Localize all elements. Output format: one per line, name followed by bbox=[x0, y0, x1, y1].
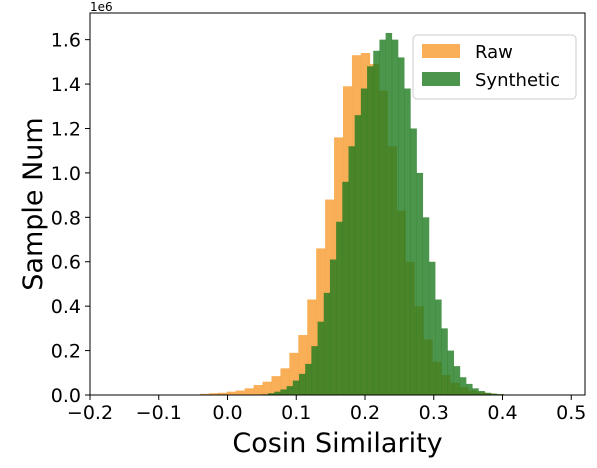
raw-bar bbox=[253, 385, 263, 395]
synthetic-bar bbox=[416, 172, 424, 395]
x-tick-label: 0.3 bbox=[419, 402, 449, 424]
y-axis-ticks: 0.0 0.2 0.4 0.6 0.8 1.0 1.2 1.4 1.6 bbox=[51, 30, 90, 407]
raw-bar bbox=[262, 381, 272, 395]
y-tick-label: 1.4 bbox=[51, 74, 81, 96]
synthetic-bar bbox=[299, 373, 306, 395]
synthetic-bar bbox=[336, 221, 343, 395]
synthetic-bar bbox=[292, 380, 300, 395]
synthetic-bar bbox=[391, 39, 399, 396]
raw-bar bbox=[235, 390, 245, 395]
synthetic-bar bbox=[435, 299, 442, 395]
legend-label-raw: Raw bbox=[475, 42, 513, 63]
legend: Raw Synthetic bbox=[412, 34, 577, 100]
raw-bar bbox=[280, 368, 290, 395]
synthetic-bar bbox=[472, 388, 479, 395]
synthetic-bar bbox=[453, 366, 461, 395]
axes-frame bbox=[89, 12, 586, 396]
synthetic-bar bbox=[311, 346, 318, 395]
synthetic-bar bbox=[354, 115, 362, 396]
synthetic-bar bbox=[447, 350, 454, 395]
raw-bar bbox=[244, 388, 254, 395]
x-tick-label: 0.0 bbox=[212, 402, 242, 424]
x-axis-label: Cosin Similarity bbox=[232, 428, 442, 459]
y-tick-label: 1.2 bbox=[51, 118, 81, 140]
synthetic-bar bbox=[286, 386, 294, 395]
x-tick-label: 0.1 bbox=[281, 402, 311, 424]
synthetic-bar bbox=[348, 146, 355, 395]
synthetic-bar bbox=[422, 217, 430, 395]
synthetic-bar bbox=[317, 321, 325, 395]
x-tick-label: 0.4 bbox=[487, 402, 517, 424]
x-tick-label: 0.2 bbox=[350, 402, 380, 424]
raw-bar bbox=[289, 352, 299, 395]
y-tick-label: 0.8 bbox=[51, 207, 81, 229]
synthetic-series-bars bbox=[261, 32, 510, 396]
y-tick-label: 0.4 bbox=[51, 296, 81, 318]
synthetic-bar bbox=[404, 88, 411, 395]
synthetic-bar bbox=[268, 393, 275, 395]
legend-swatch-raw bbox=[422, 44, 460, 58]
synthetic-bar bbox=[329, 259, 337, 395]
x-tick-label: −0.1 bbox=[136, 402, 182, 424]
raw-bar bbox=[226, 391, 237, 395]
raw-bar bbox=[200, 393, 210, 395]
synthetic-bar bbox=[459, 377, 467, 395]
synthetic-bar bbox=[342, 181, 349, 395]
raw-bar bbox=[208, 393, 219, 395]
synthetic-bar bbox=[484, 392, 492, 395]
x-tick-label: 0.5 bbox=[556, 402, 586, 424]
synthetic-bar bbox=[490, 393, 498, 395]
y-tick-label: 0.0 bbox=[51, 385, 81, 407]
synthetic-bar bbox=[379, 39, 386, 396]
raw-bar bbox=[217, 392, 228, 395]
legend-label-synthetic: Synthetic bbox=[475, 70, 560, 91]
synthetic-bar bbox=[373, 50, 380, 396]
synthetic-bar bbox=[305, 363, 312, 395]
y-axis-offset-label: 1e6 bbox=[90, 0, 113, 14]
raw-bar bbox=[298, 335, 308, 395]
x-tick-label: −0.2 bbox=[67, 402, 113, 424]
x-axis-ticks: −0.2 −0.1 0.0 0.1 0.2 0.3 0.4 0.5 bbox=[67, 395, 586, 424]
synthetic-bar bbox=[385, 32, 393, 395]
synthetic-bar bbox=[367, 66, 374, 396]
synthetic-bar bbox=[323, 292, 331, 395]
synthetic-bar bbox=[478, 391, 485, 395]
y-tick-label: 0.2 bbox=[51, 341, 81, 363]
legend-swatch-synthetic bbox=[422, 72, 460, 86]
synthetic-bar bbox=[466, 383, 473, 395]
synthetic-bar bbox=[280, 389, 287, 395]
synthetic-bar bbox=[441, 328, 448, 395]
y-tick-label: 1.6 bbox=[51, 30, 81, 52]
y-axis-label: Sample Num bbox=[18, 117, 49, 290]
y-tick-label: 1.0 bbox=[51, 163, 81, 185]
synthetic-bar bbox=[428, 261, 436, 395]
synthetic-bar bbox=[360, 88, 368, 395]
y-tick-label: 0.6 bbox=[51, 252, 81, 274]
synthetic-bar bbox=[398, 57, 405, 395]
synthetic-bar bbox=[410, 128, 417, 395]
raw-bar bbox=[271, 376, 281, 395]
synthetic-bar bbox=[274, 391, 281, 395]
